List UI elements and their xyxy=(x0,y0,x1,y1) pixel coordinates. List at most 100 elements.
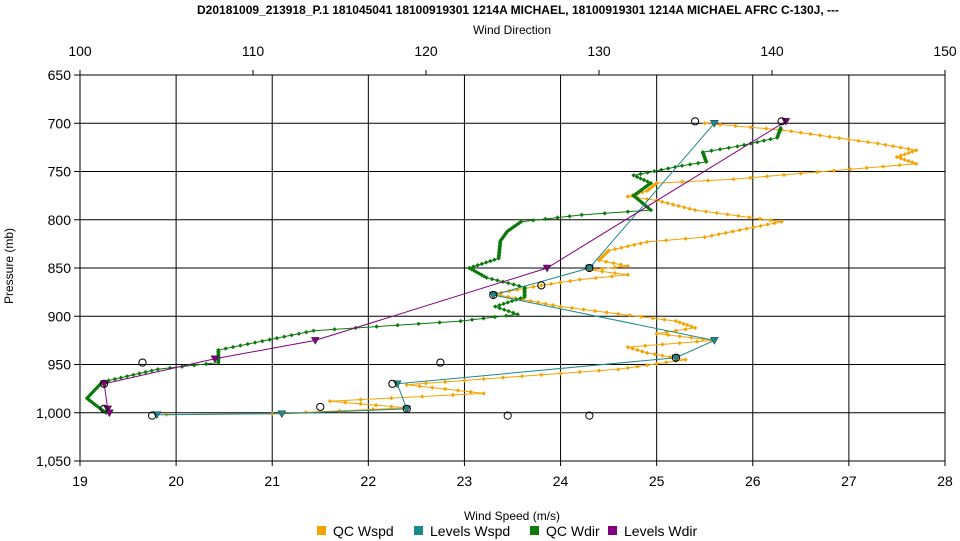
qc-wspd-point xyxy=(689,324,694,329)
qc-wspd-point xyxy=(906,146,911,152)
qc-wspd-point xyxy=(664,329,669,335)
qc-wspd-point xyxy=(468,389,474,395)
qc-wspd-point xyxy=(625,365,631,371)
qc-wspd-point xyxy=(702,234,707,240)
qc-wspd-point xyxy=(443,386,448,392)
qc-wdir-point xyxy=(475,263,480,268)
qc-wdir-point xyxy=(137,371,142,376)
circle-marker xyxy=(99,404,109,413)
qc-wspd-point xyxy=(817,133,823,138)
qc-wdir-point xyxy=(484,275,489,280)
qc-wspd-point xyxy=(639,314,644,319)
qc-wspd-point xyxy=(577,277,582,282)
qc-wdir-point xyxy=(469,317,475,322)
qc-wspd-point xyxy=(664,238,669,243)
qc-wdir-point xyxy=(118,375,124,380)
qc-wdir-point xyxy=(103,410,109,415)
qc-wspd-point xyxy=(642,343,648,348)
qc-wspd-point xyxy=(593,275,598,281)
qc-wdir-point xyxy=(296,331,302,336)
qc-wdir-point xyxy=(672,164,678,170)
circle-markers xyxy=(99,117,786,420)
qc-wspd-point xyxy=(717,122,723,127)
qc-wdir-point xyxy=(91,401,97,406)
qc-wspd-point xyxy=(612,246,618,252)
qc-wdir-point xyxy=(495,278,500,283)
qc-wspd-point xyxy=(327,398,333,404)
qc-wdir-point xyxy=(511,224,516,230)
x2-tick-label: 120 xyxy=(414,43,438,59)
qc-wspd-point xyxy=(604,259,609,264)
wind-direction-axis-label: Wind Direction xyxy=(473,23,551,37)
circle-marker xyxy=(585,263,594,273)
x2-tick-label: 140 xyxy=(760,43,784,59)
qc-wdir-point xyxy=(646,206,652,211)
legend-swatch-levels-wdir xyxy=(608,526,617,535)
qc-wspd-point xyxy=(389,395,394,401)
qc-wspd-point xyxy=(910,149,915,154)
qc-wspd-point xyxy=(881,164,886,169)
qc-wspd-point xyxy=(848,167,853,172)
qc-wspd-point xyxy=(592,308,598,314)
levels-wdir-point xyxy=(310,337,320,345)
qc-wdir-point xyxy=(648,207,654,213)
qc-wspd-point xyxy=(612,265,618,270)
qc-wdir-point xyxy=(504,313,509,318)
qc-wdir-point xyxy=(374,324,379,329)
qc-wspd-point xyxy=(481,391,486,396)
qc-wspd-point xyxy=(856,138,861,144)
circle-marker xyxy=(585,411,594,420)
qc-wspd-point xyxy=(831,168,836,173)
qc-wspd-point xyxy=(612,270,618,276)
qc-wspd-point xyxy=(733,123,738,129)
y-tick-label: 900 xyxy=(48,308,72,324)
qc-wdir-point xyxy=(416,321,421,327)
x-tick-label: 24 xyxy=(553,473,569,489)
qc-wdir-point xyxy=(479,261,485,267)
qc-wspd-point xyxy=(455,388,461,393)
y-tick-label: 850 xyxy=(48,260,72,276)
qc-wspd-point xyxy=(419,394,425,399)
qc-wspd-point xyxy=(692,207,698,213)
qc-wspd-point xyxy=(543,301,548,307)
qc-wspd-point xyxy=(689,335,694,340)
qc-wdir-point xyxy=(267,337,272,342)
qc-wdir-point xyxy=(509,298,515,304)
qc-wspd-point xyxy=(683,327,688,332)
qc-wspd-point xyxy=(772,220,777,226)
legend-swatch-qc-wspd xyxy=(317,526,326,535)
qc-wdir-point xyxy=(652,169,657,174)
legend-label-qc-wspd: QC Wspd xyxy=(333,523,394,539)
qc-wspd-point xyxy=(625,272,631,277)
qc-wspd-point xyxy=(389,404,394,409)
qc-wdir-point xyxy=(437,320,442,325)
qc-wdir-point xyxy=(634,196,640,201)
qc-wspd-point xyxy=(677,320,682,325)
qc-wspd-point xyxy=(625,263,631,269)
circle-marker xyxy=(147,411,157,420)
qc-wdir-point xyxy=(636,197,641,203)
qc-wdir-point xyxy=(638,176,643,181)
qc-wspd-point xyxy=(676,203,681,209)
qc-wspd-point xyxy=(894,154,900,160)
qc-wspd-point xyxy=(581,307,586,312)
qc-wspd-point xyxy=(731,177,736,182)
qc-wspd-point xyxy=(664,360,669,365)
qc-wspd-point xyxy=(665,201,670,206)
qc-wspd-point xyxy=(890,144,896,149)
qc-wspd-point xyxy=(670,202,676,207)
qc-wspd-point xyxy=(373,403,379,408)
qc-wspd-point xyxy=(577,369,582,375)
qc-wdir-point xyxy=(230,344,236,350)
y-tick-label: 1,000 xyxy=(36,405,71,421)
x-tick-label: 27 xyxy=(841,473,857,489)
qc-wdir-point xyxy=(717,147,723,152)
qc-wspd-point xyxy=(358,397,363,402)
qc-wspd-point xyxy=(666,332,671,338)
qc-wdir-point xyxy=(641,177,647,183)
qc-wdir-point xyxy=(774,135,780,140)
qc-wdir-point xyxy=(505,300,511,305)
x-tick-label: 19 xyxy=(72,473,88,489)
qc-wdir-point xyxy=(645,205,650,210)
legend-label-levels-wdir: Levels Wdir xyxy=(624,523,697,539)
